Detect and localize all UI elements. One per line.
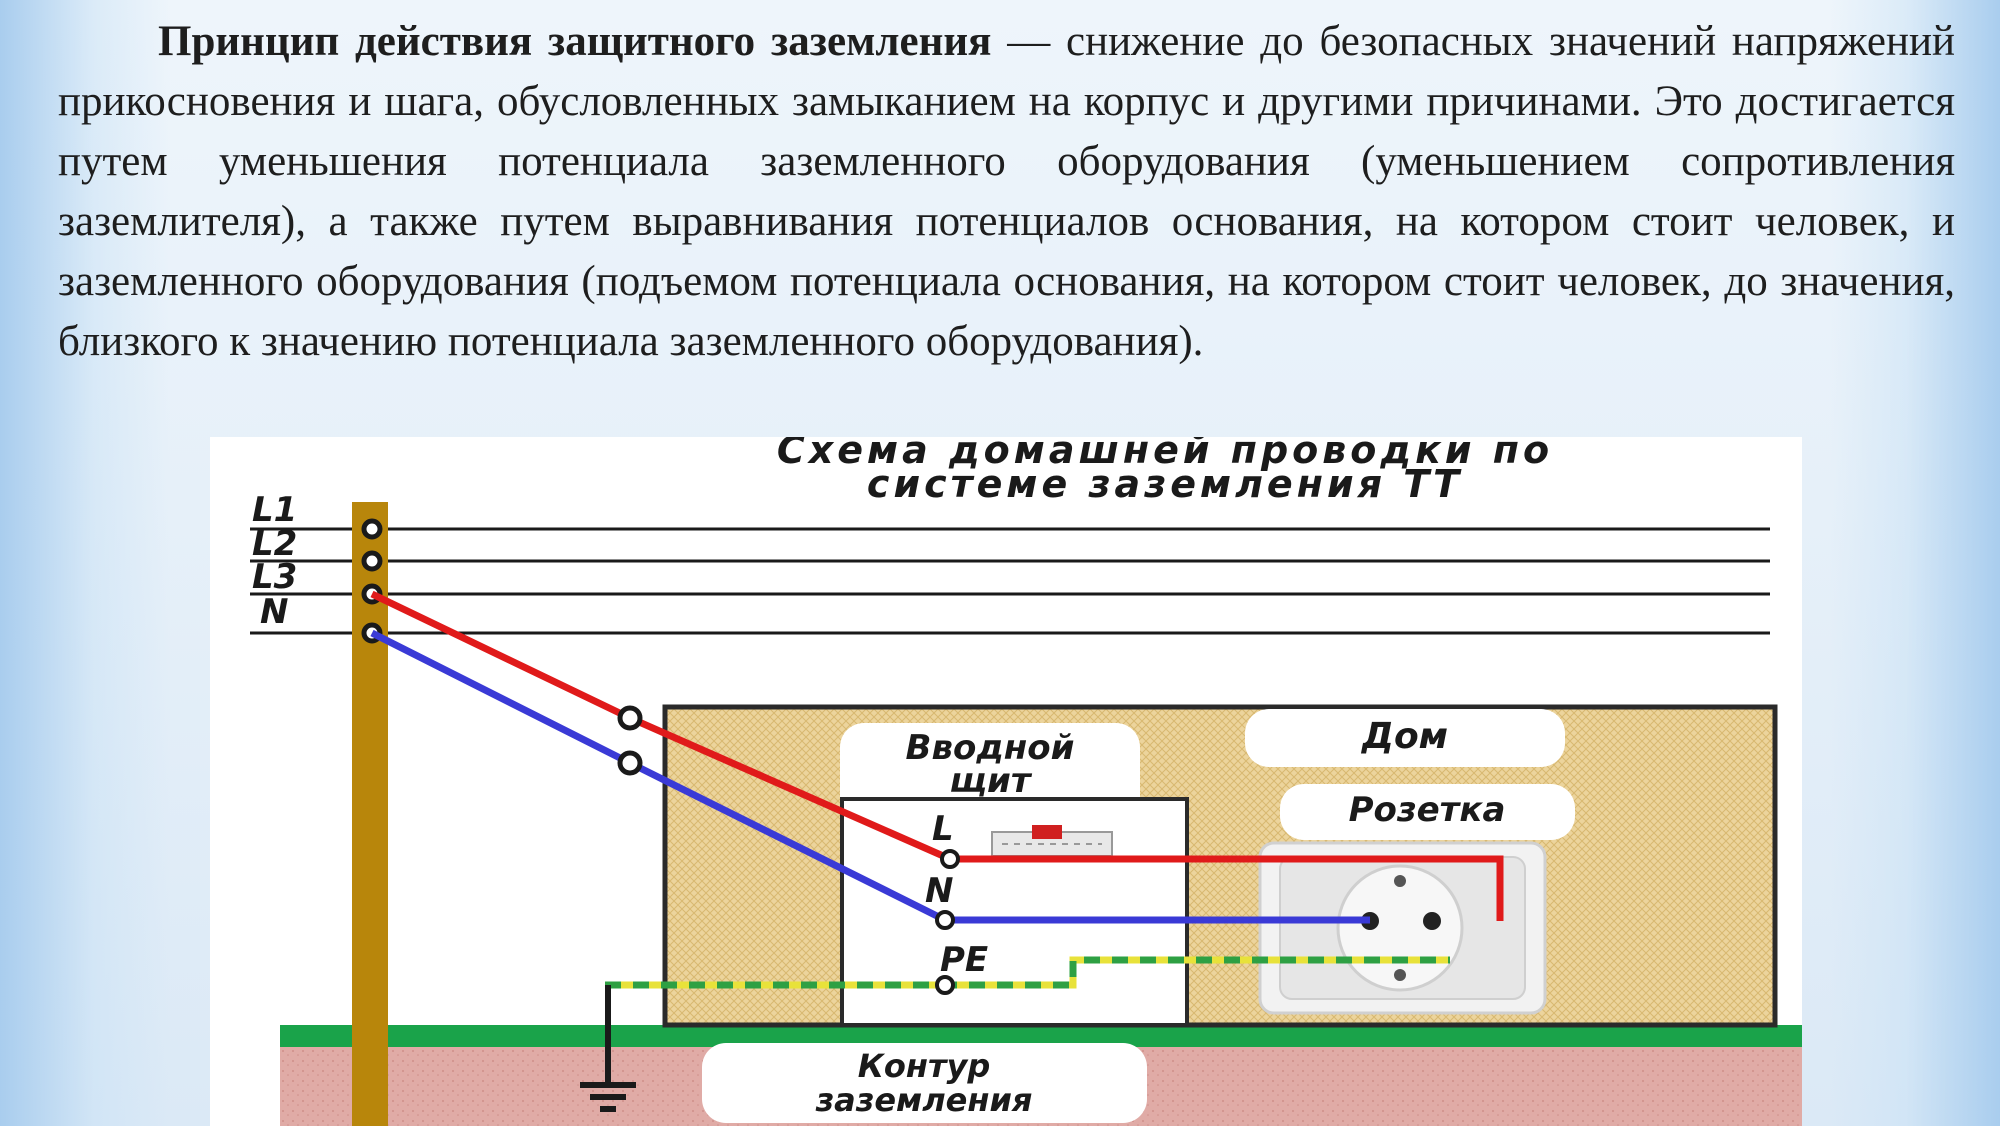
diagram-title-line1: Схема домашней проводки по bbox=[777, 437, 1553, 472]
definition-term: Принцип действия защитного заземления bbox=[158, 18, 992, 65]
panel-terminal-pe: PE bbox=[940, 940, 988, 980]
utility-pole bbox=[352, 502, 388, 1126]
definition-dash: — bbox=[991, 18, 1067, 65]
house-label: Дом bbox=[1361, 716, 1448, 757]
line-label-l2: L2 bbox=[252, 524, 297, 564]
panel-terminal-l: L bbox=[932, 809, 954, 849]
diagram-title-line2: системе заземления ТТ bbox=[867, 462, 1463, 506]
panel-terminal-n: N bbox=[925, 871, 953, 911]
circuit-breaker-icon bbox=[991, 825, 1113, 857]
house-label-box bbox=[1245, 709, 1565, 767]
tt-grounding-diagram: Дом Вводной щит Розетка L N PE L1 L2 L3 … bbox=[210, 437, 1802, 1126]
definition-text: снижение до безопасных значений напряжен… bbox=[58, 18, 1955, 365]
panel-label-line1: Вводной bbox=[906, 728, 1075, 768]
pe-wire bbox=[605, 956, 1450, 989]
definition-paragraph: Принцип действия защитного заземления — … bbox=[58, 12, 1955, 372]
neutral-wire bbox=[370, 629, 1370, 924]
ground-loop-label-line1: Контур bbox=[858, 1047, 991, 1085]
ground-loop-label-line2: заземления bbox=[815, 1081, 1033, 1119]
socket-label: Розетка bbox=[1349, 790, 1506, 830]
line-label-n: N bbox=[260, 592, 288, 632]
ground-grass bbox=[280, 1025, 1802, 1047]
house-entry-nodes bbox=[617, 705, 643, 776]
socket-label-box bbox=[1280, 784, 1575, 840]
earth-ground-icon bbox=[580, 985, 636, 1112]
panel-terminal-nodes bbox=[935, 849, 960, 995]
supply-lines bbox=[250, 527, 1770, 635]
line-label-l3: L3 bbox=[252, 557, 297, 597]
panel-label-line2: щит bbox=[949, 761, 1032, 801]
line-label-l1: L1 bbox=[252, 490, 297, 530]
ground-loop-label-box bbox=[702, 1043, 1147, 1123]
